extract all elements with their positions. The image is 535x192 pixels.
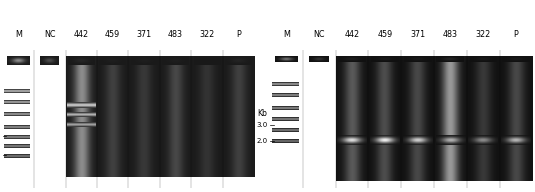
Text: 322: 322 [200,30,215,39]
Text: NC: NC [314,30,325,39]
Text: 442: 442 [345,30,360,39]
Text: 442: 442 [74,30,89,39]
Text: NC: NC [44,30,56,39]
Text: 371: 371 [410,30,425,39]
Text: 483: 483 [168,30,183,39]
Text: M: M [283,30,290,39]
Text: Kb: Kb [258,109,268,118]
Text: P: P [514,30,518,39]
Text: 483: 483 [443,30,458,39]
Text: 3.0: 3.0 [256,122,268,127]
Text: P: P [236,30,241,39]
Text: 459: 459 [105,30,120,39]
Text: 2.0: 2.0 [256,138,268,144]
Text: 371: 371 [136,30,152,39]
Text: M: M [15,30,22,39]
Text: 459: 459 [377,30,393,39]
Text: 322: 322 [476,30,491,39]
